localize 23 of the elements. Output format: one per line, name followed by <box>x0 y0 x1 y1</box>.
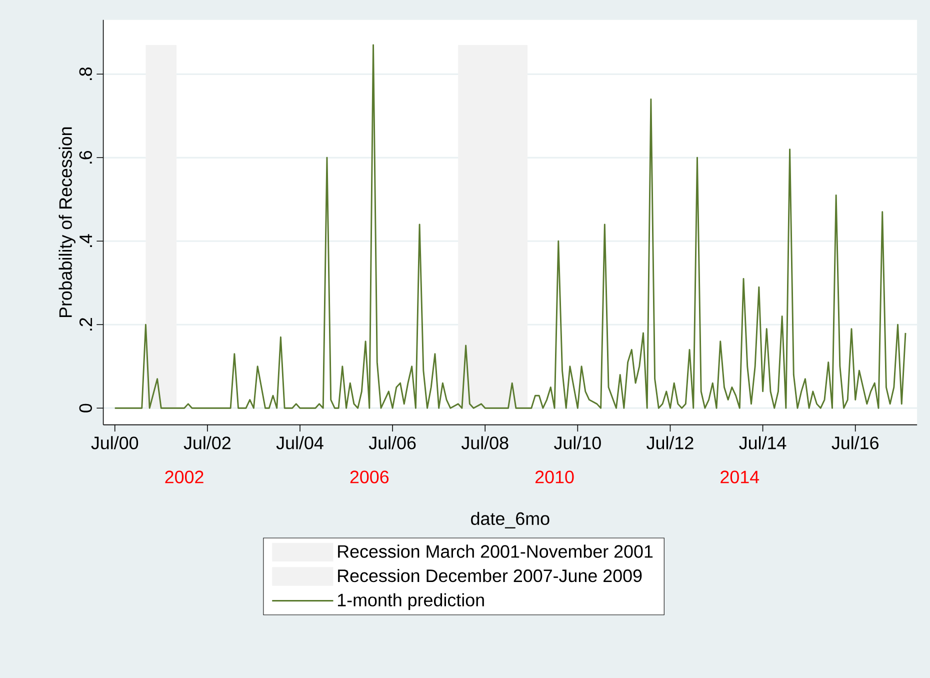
x-tick-label: Jul/06 <box>368 436 416 450</box>
x-axis-title: date_6mo <box>471 512 550 528</box>
x-tick-label: Jul/14 <box>739 436 786 450</box>
x-tick-label: Jul/04 <box>276 436 324 450</box>
x2-tick-label: 2006 <box>350 470 389 484</box>
x-tick-label: Jul/16 <box>832 436 878 450</box>
legend-label: Recession March 2001-November 2001 <box>338 544 653 558</box>
y-tick-label: 0 <box>79 404 92 412</box>
y-axis-title: Probability of Recession <box>58 127 76 317</box>
y-tick-label: .2 <box>79 318 92 330</box>
x-tick-label: Jul/12 <box>646 436 694 450</box>
y-tick-label: .6 <box>79 150 92 164</box>
x-tick-label: Jul/08 <box>461 436 508 450</box>
x2-tick-label: 2010 <box>535 470 574 484</box>
legend-label: 1-month prediction <box>338 593 484 610</box>
x-tick-label: Jul/00 <box>91 436 138 450</box>
y-tick-label: .4 <box>80 234 92 247</box>
x2-tick-label: 2002 <box>165 470 204 484</box>
y-tick-label: .8 <box>79 67 92 80</box>
x2-tick-label: 2014 <box>720 470 760 484</box>
x-tick-label: Jul/10 <box>554 436 601 450</box>
x-tick-label: Jul/02 <box>184 436 230 450</box>
legend-label: Recession December 2007-June 2009 <box>338 568 642 582</box>
